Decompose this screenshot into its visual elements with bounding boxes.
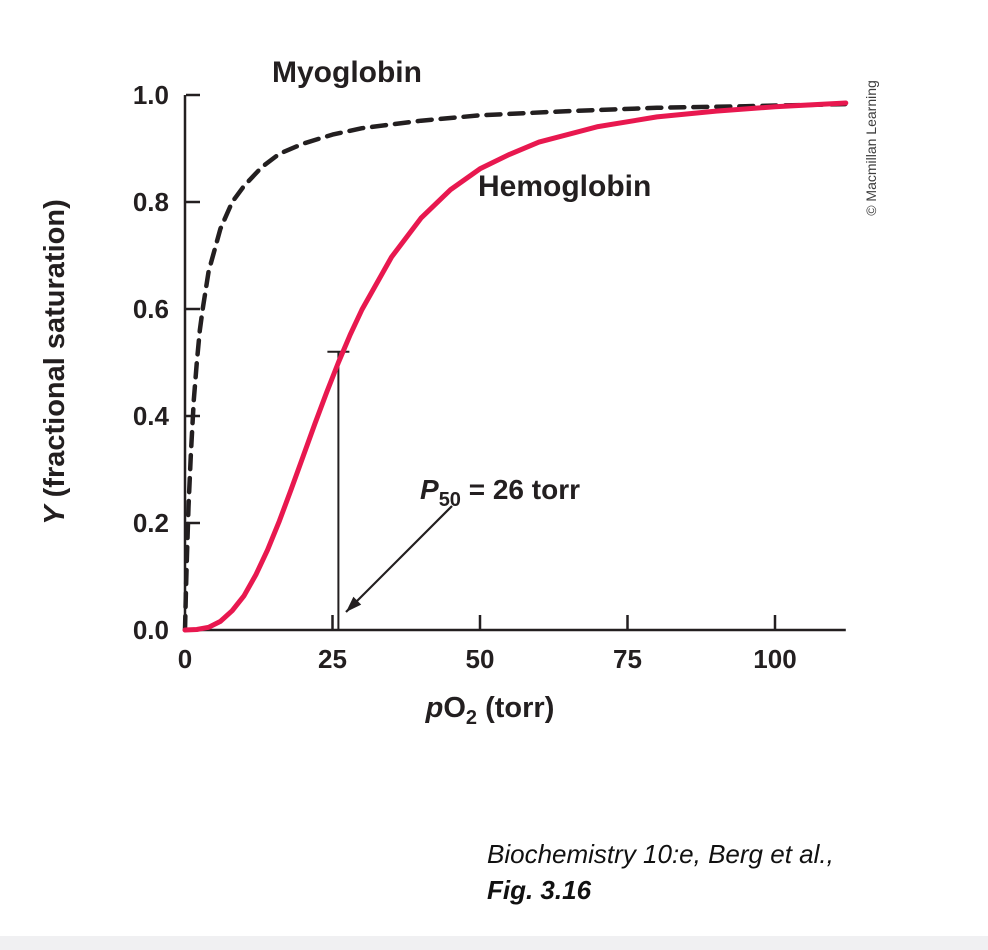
x-tick-label: 50 bbox=[466, 644, 495, 674]
copyright-notice: © Macmillan Learning bbox=[863, 80, 879, 216]
x-tick-label: 75 bbox=[613, 644, 642, 674]
y-tick-label: 0.0 bbox=[133, 615, 169, 645]
y-tick-label: 1.0 bbox=[133, 80, 169, 110]
p50-arrow-head bbox=[346, 596, 362, 612]
curve-myoglobin bbox=[182, 101, 849, 633]
x-tick-label: 100 bbox=[753, 644, 796, 674]
p50-arrow-line bbox=[345, 505, 453, 613]
caption-source: Biochemistry 10:e, Berg et al., bbox=[487, 839, 834, 869]
curve-hemoglobin bbox=[182, 100, 849, 633]
oxygen-binding-chart: 0.0 0.2 0.4 0.6 0.8 1.0 0 25 50 75 100 Myoglobin H… bbox=[39, 56, 879, 729]
x-tick-label: 25 bbox=[318, 644, 347, 674]
x-tick-label: 0 bbox=[178, 644, 192, 674]
y-tick-label: 0.8 bbox=[133, 187, 169, 217]
y-tick-label: 0.2 bbox=[133, 508, 169, 538]
y-tick-label: 0.6 bbox=[133, 294, 169, 324]
myoglobin-curve-label: Myoglobin bbox=[272, 56, 422, 89]
p50-annotation: P50 = 26 torr bbox=[420, 474, 580, 511]
chart-generated-layer: 0.0 0.2 0.4 0.6 0.8 1.0 0 25 50 75 100 bbox=[133, 80, 849, 674]
bottom-strip bbox=[0, 936, 988, 950]
hemoglobin-curve-label: Hemoglobin bbox=[478, 170, 651, 203]
y-axis-label: Y (fractional saturation) bbox=[39, 199, 71, 525]
caption-figure-number: Fig. 3.16 bbox=[487, 875, 592, 906]
y-tick-label: 0.4 bbox=[133, 401, 170, 431]
figure-caption: Biochemistry 10:e, Berg et al., Fig. 3.1… bbox=[487, 836, 834, 909]
x-axis-label: pO2 (torr) bbox=[425, 692, 555, 729]
